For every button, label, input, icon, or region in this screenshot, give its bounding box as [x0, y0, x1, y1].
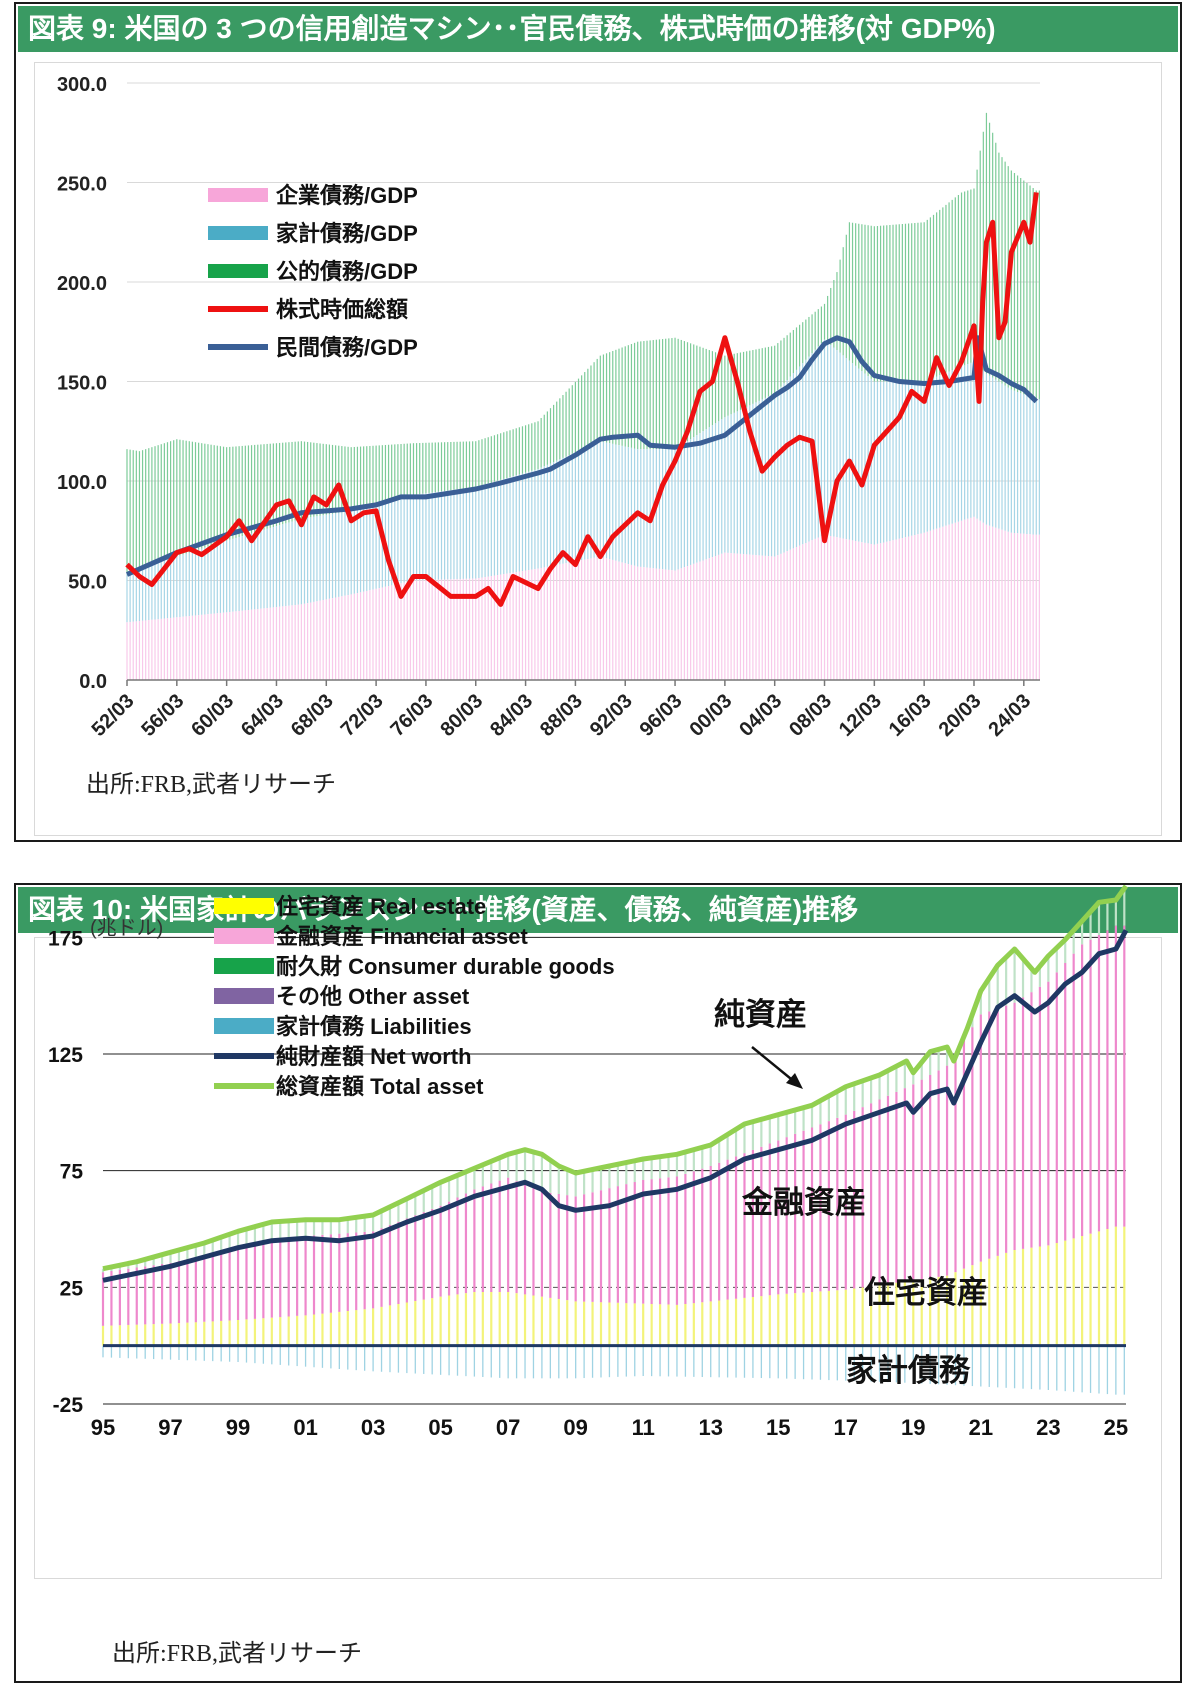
line-net-worth: [102, 929, 1129, 1283]
line-stock-market-cap: [125, 192, 1039, 607]
stacked-bars: [101, 888, 1126, 1395]
x-tick-label: 13: [698, 1415, 722, 1440]
y-tick-label: 300.0: [57, 74, 107, 96]
legend-swatch: [214, 988, 274, 1004]
figure10-chart: -25 25 75 125 175 (兆ドル) 95 97 99 01 03 05 07 09 11 13 15…: [48, 885, 1129, 1440]
x-tick-label: 84/03: [486, 690, 537, 741]
x-tick-label: 24/03: [984, 690, 1035, 741]
y-tick-label: 175: [48, 927, 83, 950]
x-tick-label: 09: [563, 1415, 587, 1440]
figure9-chart-frame: [34, 62, 1162, 836]
x-tick-label: 19: [901, 1415, 925, 1440]
x-tick-label: 95: [91, 1415, 115, 1440]
x-tick-label: 20/03: [935, 690, 986, 741]
line-private-debt: [125, 335, 1039, 577]
legend-label: 純財産額 Net worth: [276, 1044, 472, 1069]
x-tick-label: 16/03: [885, 690, 936, 741]
legend-label: 企業債務/GDP: [275, 183, 418, 208]
legend-label: 公的債務/GDP: [276, 259, 418, 284]
y-tick-label: 25: [60, 1277, 84, 1300]
x-tick-label: 72/03: [337, 690, 388, 741]
x-tick-label: 52/03: [88, 690, 139, 741]
x-tick-label: 23: [1036, 1415, 1060, 1440]
x-tick-label: 00/03: [685, 690, 736, 741]
legend: 住宅資産 Real estate 金融資産 Financial asset 耐久財 …: [214, 894, 615, 1099]
x-tick-label: 01: [293, 1415, 317, 1440]
x-tick-label: 05: [428, 1415, 452, 1440]
x-tick-label: 88/03: [536, 690, 587, 741]
y-tick-label: 150.0: [57, 373, 107, 395]
annotation-arrow-line: [751, 1046, 797, 1084]
y-tick-label: 75: [60, 1161, 84, 1184]
legend-swatch: [208, 226, 268, 240]
x-tick-label: 12/03: [835, 690, 886, 741]
legend-label: 家計債務 Liabilities: [276, 1014, 472, 1039]
x-tick-label: 25: [1104, 1415, 1128, 1440]
x-tick-label: 80/03: [436, 690, 487, 741]
x-tick-label: 60/03: [187, 690, 238, 741]
x-tick-label: 07: [496, 1415, 520, 1440]
legend-swatch: [208, 188, 268, 202]
legend-swatch: [208, 264, 268, 278]
legend-label: 総資産額 Total asset: [276, 1074, 484, 1099]
x-tick-label: 64/03: [237, 690, 288, 741]
y-tick-label: 50.0: [68, 572, 107, 594]
x-tick-label: 04/03: [735, 690, 786, 741]
line-total-asset: [102, 885, 1129, 1272]
annotation-net-worth: 純資産: [714, 997, 807, 1032]
x-tick-label: 08/03: [785, 690, 836, 741]
x-tick-label: 03: [361, 1415, 385, 1440]
legend-label: 金融資産 Financial asset: [275, 924, 529, 949]
legend-label: 住宅資産 Real estate: [276, 894, 486, 919]
figure9-panel: 図表 9: 米国の 3 つの信用創造マシン･･官民債務、株式時価の推移(対 GD…: [14, 2, 1182, 842]
figure9-title: 図表 9: 米国の 3 つの信用創造マシン･･官民債務、株式時価の推移(対 GD…: [18, 6, 1178, 52]
x-tick-label: 17: [834, 1415, 858, 1440]
legend-swatch: [214, 898, 274, 914]
figure10-source: 出所:FRB,武者リサーチ: [112, 1641, 363, 1667]
figure10-title: 図表 10: 米国家計のバランスシート推移(資産、債務、純資産)推移: [18, 887, 1178, 933]
x-tick-label: 15: [766, 1415, 790, 1440]
legend-swatch: [214, 1018, 274, 1034]
y-tick-label: 100.0: [57, 472, 107, 494]
legend-label: 民間債務/GDP: [276, 335, 418, 360]
figure9-source: 出所:FRB,武者リサーチ: [86, 772, 337, 798]
figure9-chart: 0.0 50.0 100.0 150.0 200.0 250.0 300.0 52/0356/…: [57, 74, 1040, 741]
legend-label: 家計債務/GDP: [276, 221, 418, 246]
annotation-arrow-head: [786, 1073, 803, 1089]
annotation-real-estate: 住宅資産: [864, 1275, 988, 1310]
y-tick-label: 250.0: [57, 174, 107, 196]
legend-swatch: [214, 958, 274, 974]
x-tick-label: 96/03: [636, 690, 687, 741]
y-tick-label: 200.0: [57, 273, 107, 295]
x-tick-label: 92/03: [586, 690, 637, 741]
legend-label: その他 Other asset: [276, 984, 470, 1009]
annotation-liabilities: 家計債務: [846, 1353, 971, 1388]
x-tick-label: 11: [632, 1415, 655, 1440]
legend-label: 株式時価総額: [276, 297, 408, 322]
legend-label: 耐久財 Consumer durable goods: [276, 954, 615, 979]
x-tick-label: 68/03: [287, 690, 338, 741]
y-tick-label: -25: [53, 1394, 84, 1417]
annotation-financial-asset: 金融資産: [741, 1185, 866, 1220]
x-tick-label: 56/03: [137, 690, 188, 741]
x-tick-label: 76/03: [387, 690, 438, 741]
legend-swatch: [214, 928, 274, 944]
y-tick-label: 125: [48, 1044, 83, 1067]
y-axis-unit: (兆ドル): [90, 917, 163, 940]
y-tick-label: 0.0: [79, 671, 107, 693]
figure10-panel: 図表 10: 米国家計のバランスシート推移(資産、債務、純資産)推移 -25 25…: [14, 883, 1182, 1683]
x-tick-label: 21: [969, 1415, 993, 1440]
x-tick-label: 99: [226, 1415, 250, 1440]
x-tick-label: 97: [158, 1415, 182, 1440]
